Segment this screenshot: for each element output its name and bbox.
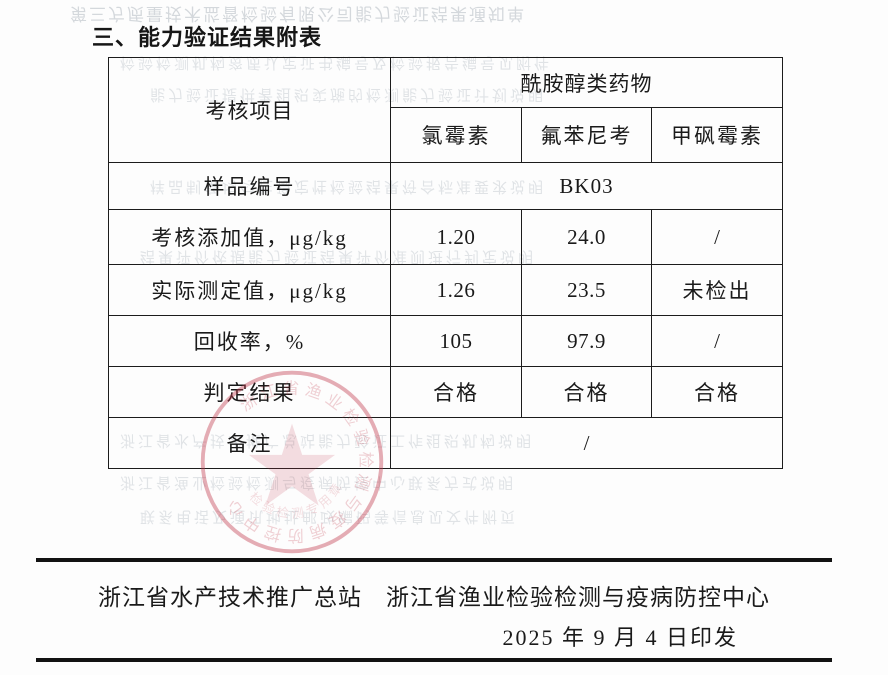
table-header-group-row: 考核项目 酰胺醇类药物	[108, 57, 784, 163]
row-value-measured-thiamphenicol: 未检出	[650, 264, 784, 316]
row-label-measured-value: 实际测定值，μg/kg	[108, 264, 391, 316]
row-value-recovery-thiamphenicol: /	[650, 315, 784, 367]
capability-verification-result-table: 考核项目 酰胺醇类药物 氯霉素 氟苯尼考 甲砜霉素 样品编号 BK03 考核添加…	[108, 57, 784, 469]
row-value-judgement-florfenicol: 合格	[521, 366, 652, 418]
header-analyte-chloramphenicol: 氯霉素	[390, 107, 522, 163]
bleed-through-text-8: 联系电话及通讯地址邮政编码等信息见文件附页	[140, 508, 519, 525]
row-value-remark: /	[389, 417, 784, 469]
row-label-sample-no: 样品编号	[108, 162, 391, 210]
table-header-analyte-row: 氯霉素 氟苯尼考 甲砜霉素	[109, 107, 784, 163]
header-item-column: 考核项目	[108, 57, 391, 163]
header-analyte-thiamphenicol: 甲砜霉素	[650, 107, 784, 163]
row-value-spiked-chloramphenicol: 1.20	[390, 209, 522, 265]
row-value-spiked-thiamphenicol: /	[650, 209, 784, 265]
table-row: 考核添加值，μg/kg 1.20 24.0 /	[108, 209, 784, 265]
row-label-recovery-rate: 回收率，%	[108, 315, 391, 367]
row-label-remark: 备注	[108, 417, 391, 469]
row-value-spiked-florfenicol: 24.0	[521, 209, 652, 265]
svg-text:检验检测专用章: 检验检测专用章	[247, 478, 347, 522]
footer-issue-date: 2025 年 9 月 4 日印发	[502, 625, 738, 650]
row-value-judgement-chloramphenicol: 合格	[390, 366, 522, 418]
bleed-through-text-7: 浙江省渔业检验检测与疫病防控中心联系方式说明	[120, 474, 517, 491]
row-value-measured-chloramphenicol: 1.26	[390, 264, 522, 316]
row-value-sample-no: BK03	[389, 162, 784, 210]
row-value-measured-florfenicol: 23.5	[521, 264, 652, 316]
page-title: 三、能力验证结果附表	[92, 26, 323, 51]
table-row: 回收率，% 105 97.9 /	[108, 315, 784, 367]
footer-rule-bottom	[36, 658, 832, 662]
footer-rule-top	[36, 558, 832, 562]
row-value-judgement-thiamphenicol: 合格	[650, 366, 784, 418]
table-row: 实际测定值，μg/kg 1.26 23.5 未检出	[108, 264, 784, 316]
row-label-spiked-value: 考核添加值，μg/kg	[108, 209, 391, 265]
header-analyte-florfenicol: 氟苯尼考	[521, 107, 652, 163]
table-row: 判定结果 合格 合格 合格	[108, 366, 784, 418]
table-row: 样品编号 BK03	[108, 162, 784, 210]
row-value-recovery-florfenicol: 97.9	[521, 315, 652, 367]
row-label-judgement: 判定结果	[108, 366, 391, 418]
header-group-label: 酰胺醇类药物	[389, 57, 784, 108]
table-row: 备注 /	[108, 417, 784, 469]
row-value-recovery-chloramphenicol: 105	[390, 315, 522, 367]
footer-organizations: 浙江省水产技术推广总站 浙江省渔业检验检测与疫病防控中心	[98, 585, 770, 610]
